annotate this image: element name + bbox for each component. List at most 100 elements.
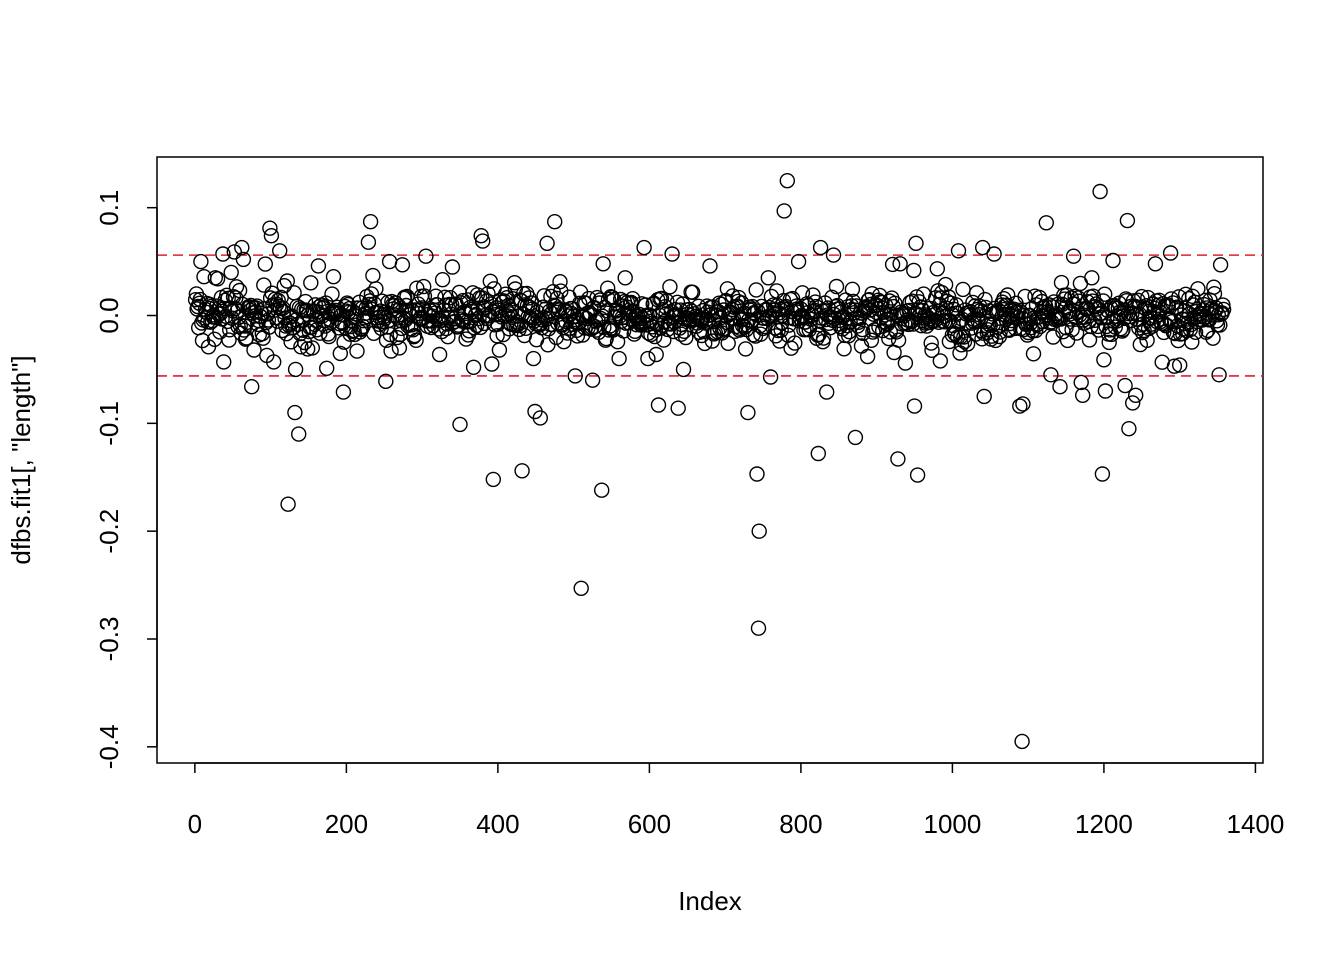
data-point — [619, 299, 635, 315]
data-point — [465, 359, 482, 375]
x-tick-label: 600 — [628, 809, 671, 839]
data-point — [281, 315, 298, 331]
data-point — [291, 426, 307, 442]
data-point — [368, 281, 384, 297]
y-tick-label: -0.2 — [94, 509, 124, 554]
data-point — [258, 314, 274, 331]
data-point — [883, 306, 899, 322]
data-point — [812, 312, 828, 329]
data-point — [310, 258, 327, 274]
data-point — [825, 247, 842, 263]
data-point — [924, 342, 940, 358]
data-point — [1147, 256, 1164, 272]
data-point — [485, 471, 501, 488]
data-point — [287, 361, 304, 378]
data-point — [409, 303, 426, 319]
data-point — [1190, 281, 1206, 297]
data-point — [670, 400, 686, 416]
data-point — [1065, 248, 1082, 264]
x-tick-label: 0 — [188, 809, 202, 839]
data-point — [673, 326, 689, 342]
data-point — [1025, 346, 1042, 362]
data-point — [977, 291, 993, 308]
data-point — [506, 275, 523, 291]
x-tick-label: 1400 — [1227, 809, 1285, 839]
data-point — [549, 290, 565, 307]
data-point — [215, 354, 232, 370]
data-point — [319, 360, 335, 376]
data-point — [1124, 305, 1140, 322]
data-point — [762, 369, 779, 385]
data-point — [909, 467, 926, 483]
data-point — [640, 350, 656, 367]
data-point — [1171, 357, 1188, 373]
data-point — [212, 324, 228, 340]
data-point — [865, 324, 881, 340]
data-point — [647, 328, 663, 345]
data-point — [937, 276, 954, 293]
data-point — [959, 336, 976, 352]
data-point — [349, 343, 365, 359]
data-point — [664, 246, 680, 262]
data-point — [363, 286, 380, 302]
data-point — [262, 220, 278, 236]
data-point — [748, 282, 764, 298]
data-point — [279, 273, 295, 289]
data-point — [716, 321, 733, 337]
data-point — [525, 350, 542, 367]
data-point — [915, 286, 932, 302]
data-point — [484, 356, 500, 372]
y-axis: 0.1 0.0 -0.1 -0.2 -0.3 -0.4 — [94, 190, 158, 769]
data-point — [617, 270, 633, 286]
data-point — [678, 329, 694, 346]
data-point — [1011, 302, 1027, 319]
data-point — [1014, 733, 1030, 750]
data-point — [389, 329, 405, 346]
data-point — [332, 345, 348, 362]
data-point — [675, 361, 692, 378]
data-point — [209, 271, 226, 287]
data-point — [387, 295, 404, 311]
data-point — [556, 334, 572, 350]
data-point — [1101, 334, 1117, 351]
data-point — [1212, 317, 1228, 333]
data-point — [1068, 325, 1085, 341]
data-point — [359, 309, 376, 325]
data-point — [1096, 352, 1112, 368]
data-point — [319, 303, 336, 320]
data-point — [1166, 358, 1183, 374]
data-point — [552, 274, 568, 290]
data-point — [202, 296, 218, 313]
data-point — [897, 355, 914, 371]
data-point — [584, 372, 601, 388]
data-point — [625, 291, 641, 307]
data-point — [237, 318, 253, 334]
data-point — [859, 348, 876, 365]
data-point — [819, 384, 835, 400]
data-point — [805, 287, 821, 303]
data-point — [304, 340, 320, 356]
data-point — [228, 279, 245, 295]
data-point — [482, 273, 498, 289]
data-point — [336, 334, 352, 350]
x-axis-title: Index — [678, 886, 742, 916]
data-point — [975, 239, 991, 256]
data-point — [659, 293, 675, 309]
data-point — [372, 309, 388, 325]
data-point — [1121, 421, 1137, 437]
data-point — [534, 320, 550, 336]
data-point — [572, 295, 588, 311]
data-point — [567, 368, 583, 384]
data-point — [293, 339, 309, 355]
data-point — [787, 335, 803, 351]
data-point — [1115, 321, 1131, 338]
data-points — [187, 172, 1232, 750]
data-point — [287, 404, 303, 421]
x-tick-label: 400 — [476, 809, 519, 839]
data-point — [362, 213, 379, 230]
data-point — [507, 281, 523, 297]
data-point — [1043, 367, 1059, 383]
data-point — [505, 291, 521, 307]
data-point — [648, 346, 664, 363]
